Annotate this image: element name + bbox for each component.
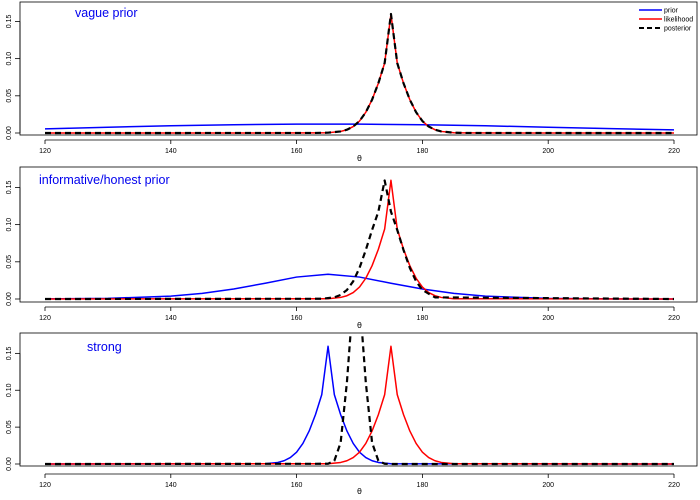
series-line-posterior <box>44 333 674 466</box>
legend-label-posterior: posterior <box>664 26 692 33</box>
x-tick-label: 120 <box>39 482 51 489</box>
panel-2: 0.00 0.05 0.10 0.15 120 140 160 180 200 220 θ infor… <box>6 166 698 330</box>
series-line-likelihood <box>44 179 675 300</box>
y-tick-label: 0.10 <box>6 383 13 397</box>
x-tick-label: 140 <box>165 482 177 489</box>
x-tick-label: 220 <box>668 148 680 155</box>
y-tick-label: 0.00 <box>6 292 13 306</box>
x-tick-label: 200 <box>542 482 554 489</box>
series-line-likelihood <box>44 13 675 134</box>
y-tick-label: 0.00 <box>6 126 13 140</box>
series-line-posterior <box>44 12 675 135</box>
x-tick-label: 120 <box>39 315 51 322</box>
panel-3: 0.00 0.05 0.10 0.15 120 140 160 180 200 220 θ stron… <box>6 332 698 496</box>
series-line-prior <box>44 345 675 465</box>
plot-frame <box>19 1 698 136</box>
y-tick-label: 0.00 <box>6 457 13 471</box>
panel-title: vague prior <box>75 6 138 20</box>
x-tick-label: 160 <box>291 315 303 322</box>
x-tick-label: 200 <box>542 148 554 155</box>
x-axis-label: θ <box>357 321 362 330</box>
series-group <box>44 333 675 466</box>
y-tick-label: 0.15 <box>6 181 13 195</box>
series-group <box>44 12 675 135</box>
y-axis: 0.00 0.05 0.10 0.15 <box>6 15 21 140</box>
y-axis: 0.00 0.05 0.10 0.15 <box>6 181 21 306</box>
x-tick-label: 220 <box>668 315 680 322</box>
x-tick-label: 160 <box>291 482 303 489</box>
legend-label-prior: prior <box>664 8 679 15</box>
series-group <box>44 179 675 301</box>
y-tick-label: 0.05 <box>6 420 13 434</box>
y-tick-label: 0.10 <box>6 52 13 66</box>
y-tick-label: 0.15 <box>6 15 13 29</box>
plot-frame <box>19 166 698 303</box>
x-tick-label: 180 <box>417 482 429 489</box>
x-tick-label: 200 <box>542 315 554 322</box>
series-line-prior <box>44 123 675 131</box>
panel-1: 0.00 0.05 0.10 0.15 120 140 160 180 200 220 θ vague… <box>6 1 698 163</box>
series-line-posterior <box>44 179 675 301</box>
x-axis: 120 140 160 180 200 220 θ <box>39 306 680 330</box>
y-tick-label: 0.15 <box>6 346 13 360</box>
x-axis: 120 140 160 180 200 220 θ <box>39 473 680 496</box>
y-tick-label: 0.10 <box>6 218 13 232</box>
x-tick-label: 220 <box>668 482 680 489</box>
series-line-likelihood <box>44 345 675 465</box>
x-tick-label: 160 <box>291 148 303 155</box>
x-tick-label: 140 <box>165 148 177 155</box>
y-axis: 0.00 0.05 0.10 0.15 <box>6 346 21 471</box>
y-tick-label: 0.05 <box>6 89 13 103</box>
x-tick-label: 140 <box>165 315 177 322</box>
legend: prior likelihood posterior <box>639 8 693 33</box>
x-tick-label: 180 <box>417 315 429 322</box>
x-axis-label: θ <box>357 154 362 163</box>
panel-title: informative/honest prior <box>39 173 170 187</box>
panel-title: strong <box>87 340 122 354</box>
x-axis: 120 140 160 180 200 220 θ <box>39 139 680 163</box>
legend-label-likelihood: likelihood <box>664 17 693 24</box>
x-tick-label: 120 <box>39 148 51 155</box>
y-tick-label: 0.05 <box>6 255 13 269</box>
x-axis-label: θ <box>357 487 362 496</box>
x-tick-label: 180 <box>417 148 429 155</box>
